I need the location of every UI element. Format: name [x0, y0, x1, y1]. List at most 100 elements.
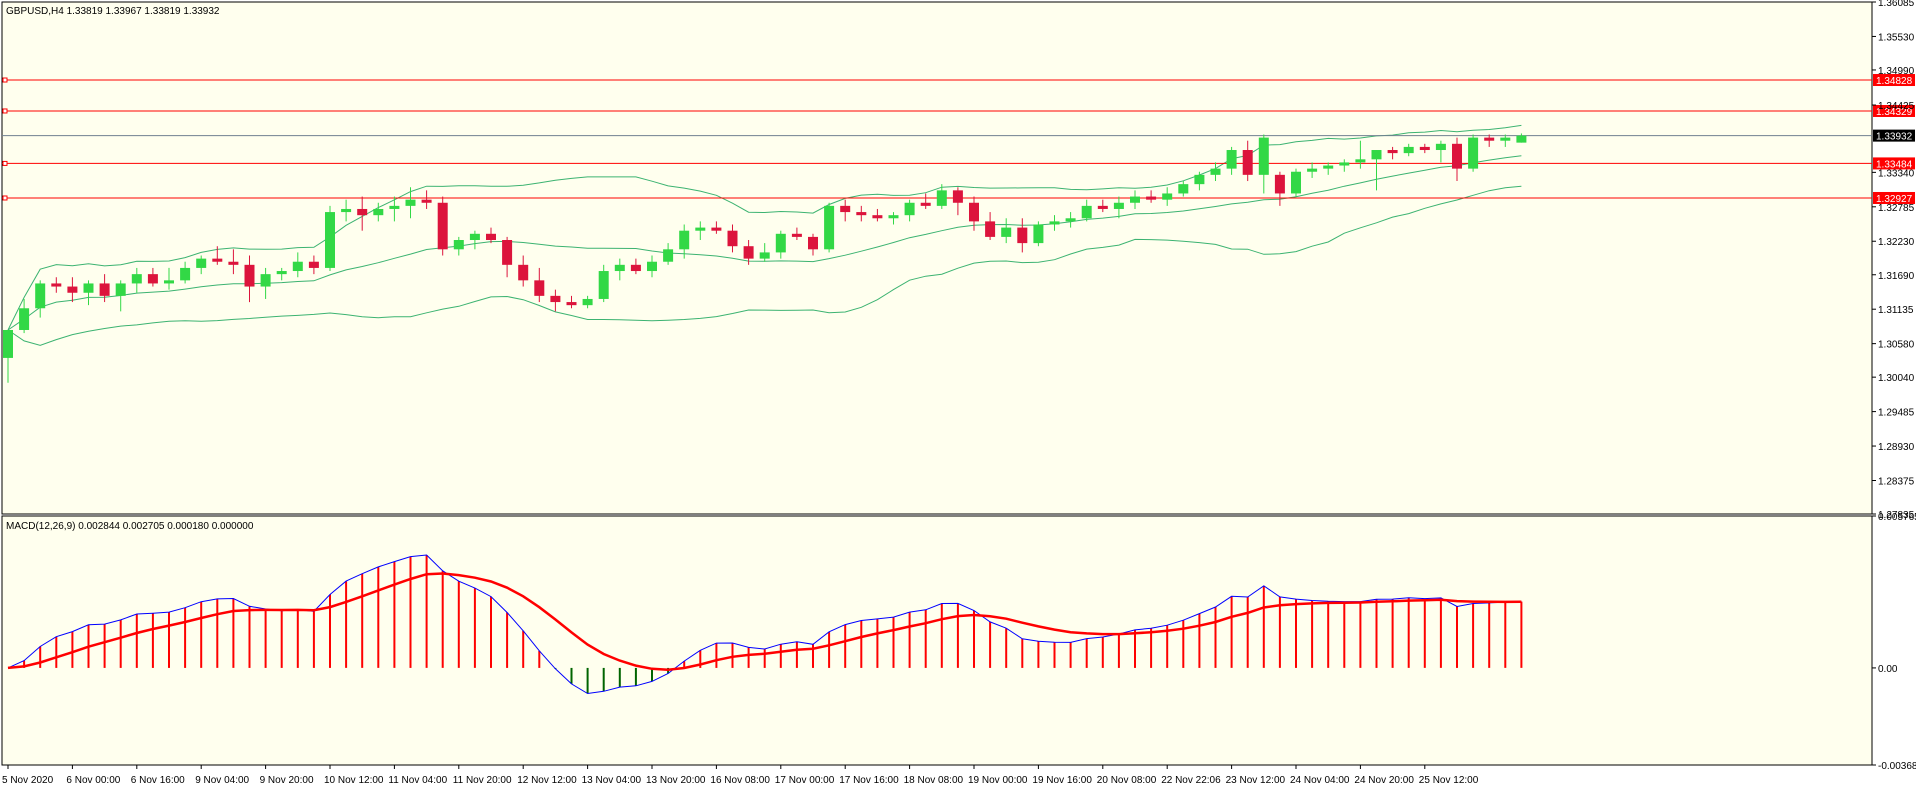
candle-bear[interactable] [1017, 227, 1028, 244]
candle-bull[interactable] [759, 252, 770, 259]
candle-bear[interactable] [147, 274, 158, 284]
candle-bull[interactable] [1210, 168, 1221, 175]
candle-bear[interactable] [212, 258, 223, 262]
candle-bull[interactable] [1323, 165, 1334, 169]
candle-bull[interactable] [260, 274, 271, 287]
candle-bull[interactable] [180, 267, 191, 281]
candle-bull[interactable] [389, 205, 400, 209]
candle-bull[interactable] [341, 208, 352, 213]
level-handle[interactable] [2, 77, 8, 83]
candle-bull[interactable] [1516, 135, 1527, 143]
candle-bull[interactable] [83, 283, 94, 293]
candle-bear[interactable] [1146, 196, 1157, 200]
candle-bull[interactable] [1339, 162, 1350, 166]
candle-bear[interactable] [1452, 143, 1462, 169]
candle-bull[interactable] [164, 280, 174, 284]
candle-bull[interactable] [469, 233, 480, 241]
candle-bull[interactable] [1049, 221, 1060, 225]
candle-bull[interactable] [1355, 159, 1366, 163]
candle-bull[interactable] [1258, 137, 1269, 175]
candle-bear[interactable] [1484, 137, 1495, 141]
candle-bear[interactable] [534, 280, 545, 296]
candle-bull[interactable] [1291, 171, 1301, 194]
candle-bull[interactable] [325, 212, 335, 268]
candle-bull[interactable] [1194, 174, 1205, 185]
candle-bear[interactable] [969, 202, 979, 222]
candle-bull[interactable] [1468, 137, 1479, 169]
level-handle[interactable] [2, 108, 8, 114]
candle-bull[interactable] [775, 233, 786, 253]
candle-bear[interactable] [791, 233, 802, 237]
candle-bear[interactable] [743, 246, 754, 259]
candle-bull[interactable] [453, 240, 464, 250]
candle-bear[interactable] [566, 302, 577, 306]
candle-bull[interactable] [1500, 137, 1511, 141]
candle-bear[interactable] [518, 264, 529, 281]
candle-bear[interactable] [1419, 146, 1430, 151]
candle-bear[interactable] [308, 261, 319, 268]
candle-bull[interactable] [936, 190, 947, 206]
candle-bull[interactable] [1371, 150, 1382, 160]
candle-bear[interactable] [550, 295, 561, 303]
candle-bull[interactable] [131, 274, 142, 284]
candle-bear[interactable] [1387, 150, 1398, 154]
candle-bull[interactable] [35, 283, 46, 309]
candle-bull[interactable] [1226, 150, 1237, 169]
candle-bear[interactable] [985, 221, 996, 237]
candle-bear[interactable] [244, 264, 255, 287]
candle-bull[interactable] [1435, 143, 1446, 151]
candle-bull[interactable] [1307, 168, 1318, 172]
candle-bull[interactable] [276, 271, 287, 275]
candle-bull[interactable] [1081, 205, 1092, 219]
candle-bull[interactable] [3, 329, 13, 358]
candle-bear[interactable] [486, 233, 496, 241]
candle-bear[interactable] [502, 240, 513, 265]
candle-bull[interactable] [115, 283, 126, 296]
candle-bear[interactable] [856, 212, 867, 216]
candle-bull[interactable] [888, 215, 899, 219]
candle-bear[interactable] [808, 236, 818, 250]
candle-bull[interactable] [1001, 227, 1012, 237]
candle-bull[interactable] [373, 208, 384, 216]
candle-bull[interactable] [1033, 224, 1044, 244]
candle-bear[interactable] [1242, 150, 1253, 175]
candle-bear[interactable] [357, 208, 368, 216]
candle-bear[interactable] [51, 283, 62, 287]
candle-bull[interactable] [1178, 184, 1189, 194]
candle-bear[interactable] [1274, 174, 1285, 194]
candle-bull[interactable] [582, 298, 593, 306]
candle-bull[interactable] [196, 258, 207, 268]
candle-bear[interactable] [1097, 205, 1108, 209]
candle-bear[interactable] [920, 202, 931, 206]
candle-bull[interactable] [1130, 196, 1140, 203]
level-handle[interactable] [2, 195, 8, 201]
candle-bear[interactable] [952, 190, 963, 203]
candle-bull[interactable] [292, 261, 303, 272]
candle-bull[interactable] [19, 308, 30, 330]
candle-bull[interactable] [1162, 193, 1173, 200]
candle-bull[interactable] [679, 230, 690, 250]
candle-bear[interactable] [99, 283, 110, 296]
candle-bull[interactable] [647, 261, 657, 272]
candle-bear[interactable] [872, 215, 883, 219]
candle-bull[interactable] [598, 271, 609, 299]
candle-bull[interactable] [663, 249, 674, 262]
candle-bull[interactable] [405, 199, 416, 206]
candle-bull[interactable] [904, 202, 915, 216]
candle-bull[interactable] [695, 227, 706, 231]
candle-bear[interactable] [67, 286, 78, 293]
price-panel[interactable] [1, 1, 1873, 515]
candle-bear[interactable] [727, 230, 738, 247]
candle-bear[interactable] [711, 227, 722, 231]
candle-bear[interactable] [437, 202, 448, 250]
candle-bull[interactable] [1065, 218, 1076, 222]
candle-bear[interactable] [421, 199, 432, 203]
candle-bull[interactable] [1403, 146, 1414, 154]
candle-bull[interactable] [824, 205, 835, 250]
candle-bull[interactable] [1113, 202, 1124, 209]
candle-bear[interactable] [228, 261, 239, 265]
level-handle[interactable] [2, 160, 8, 166]
candle-bear[interactable] [630, 264, 641, 272]
